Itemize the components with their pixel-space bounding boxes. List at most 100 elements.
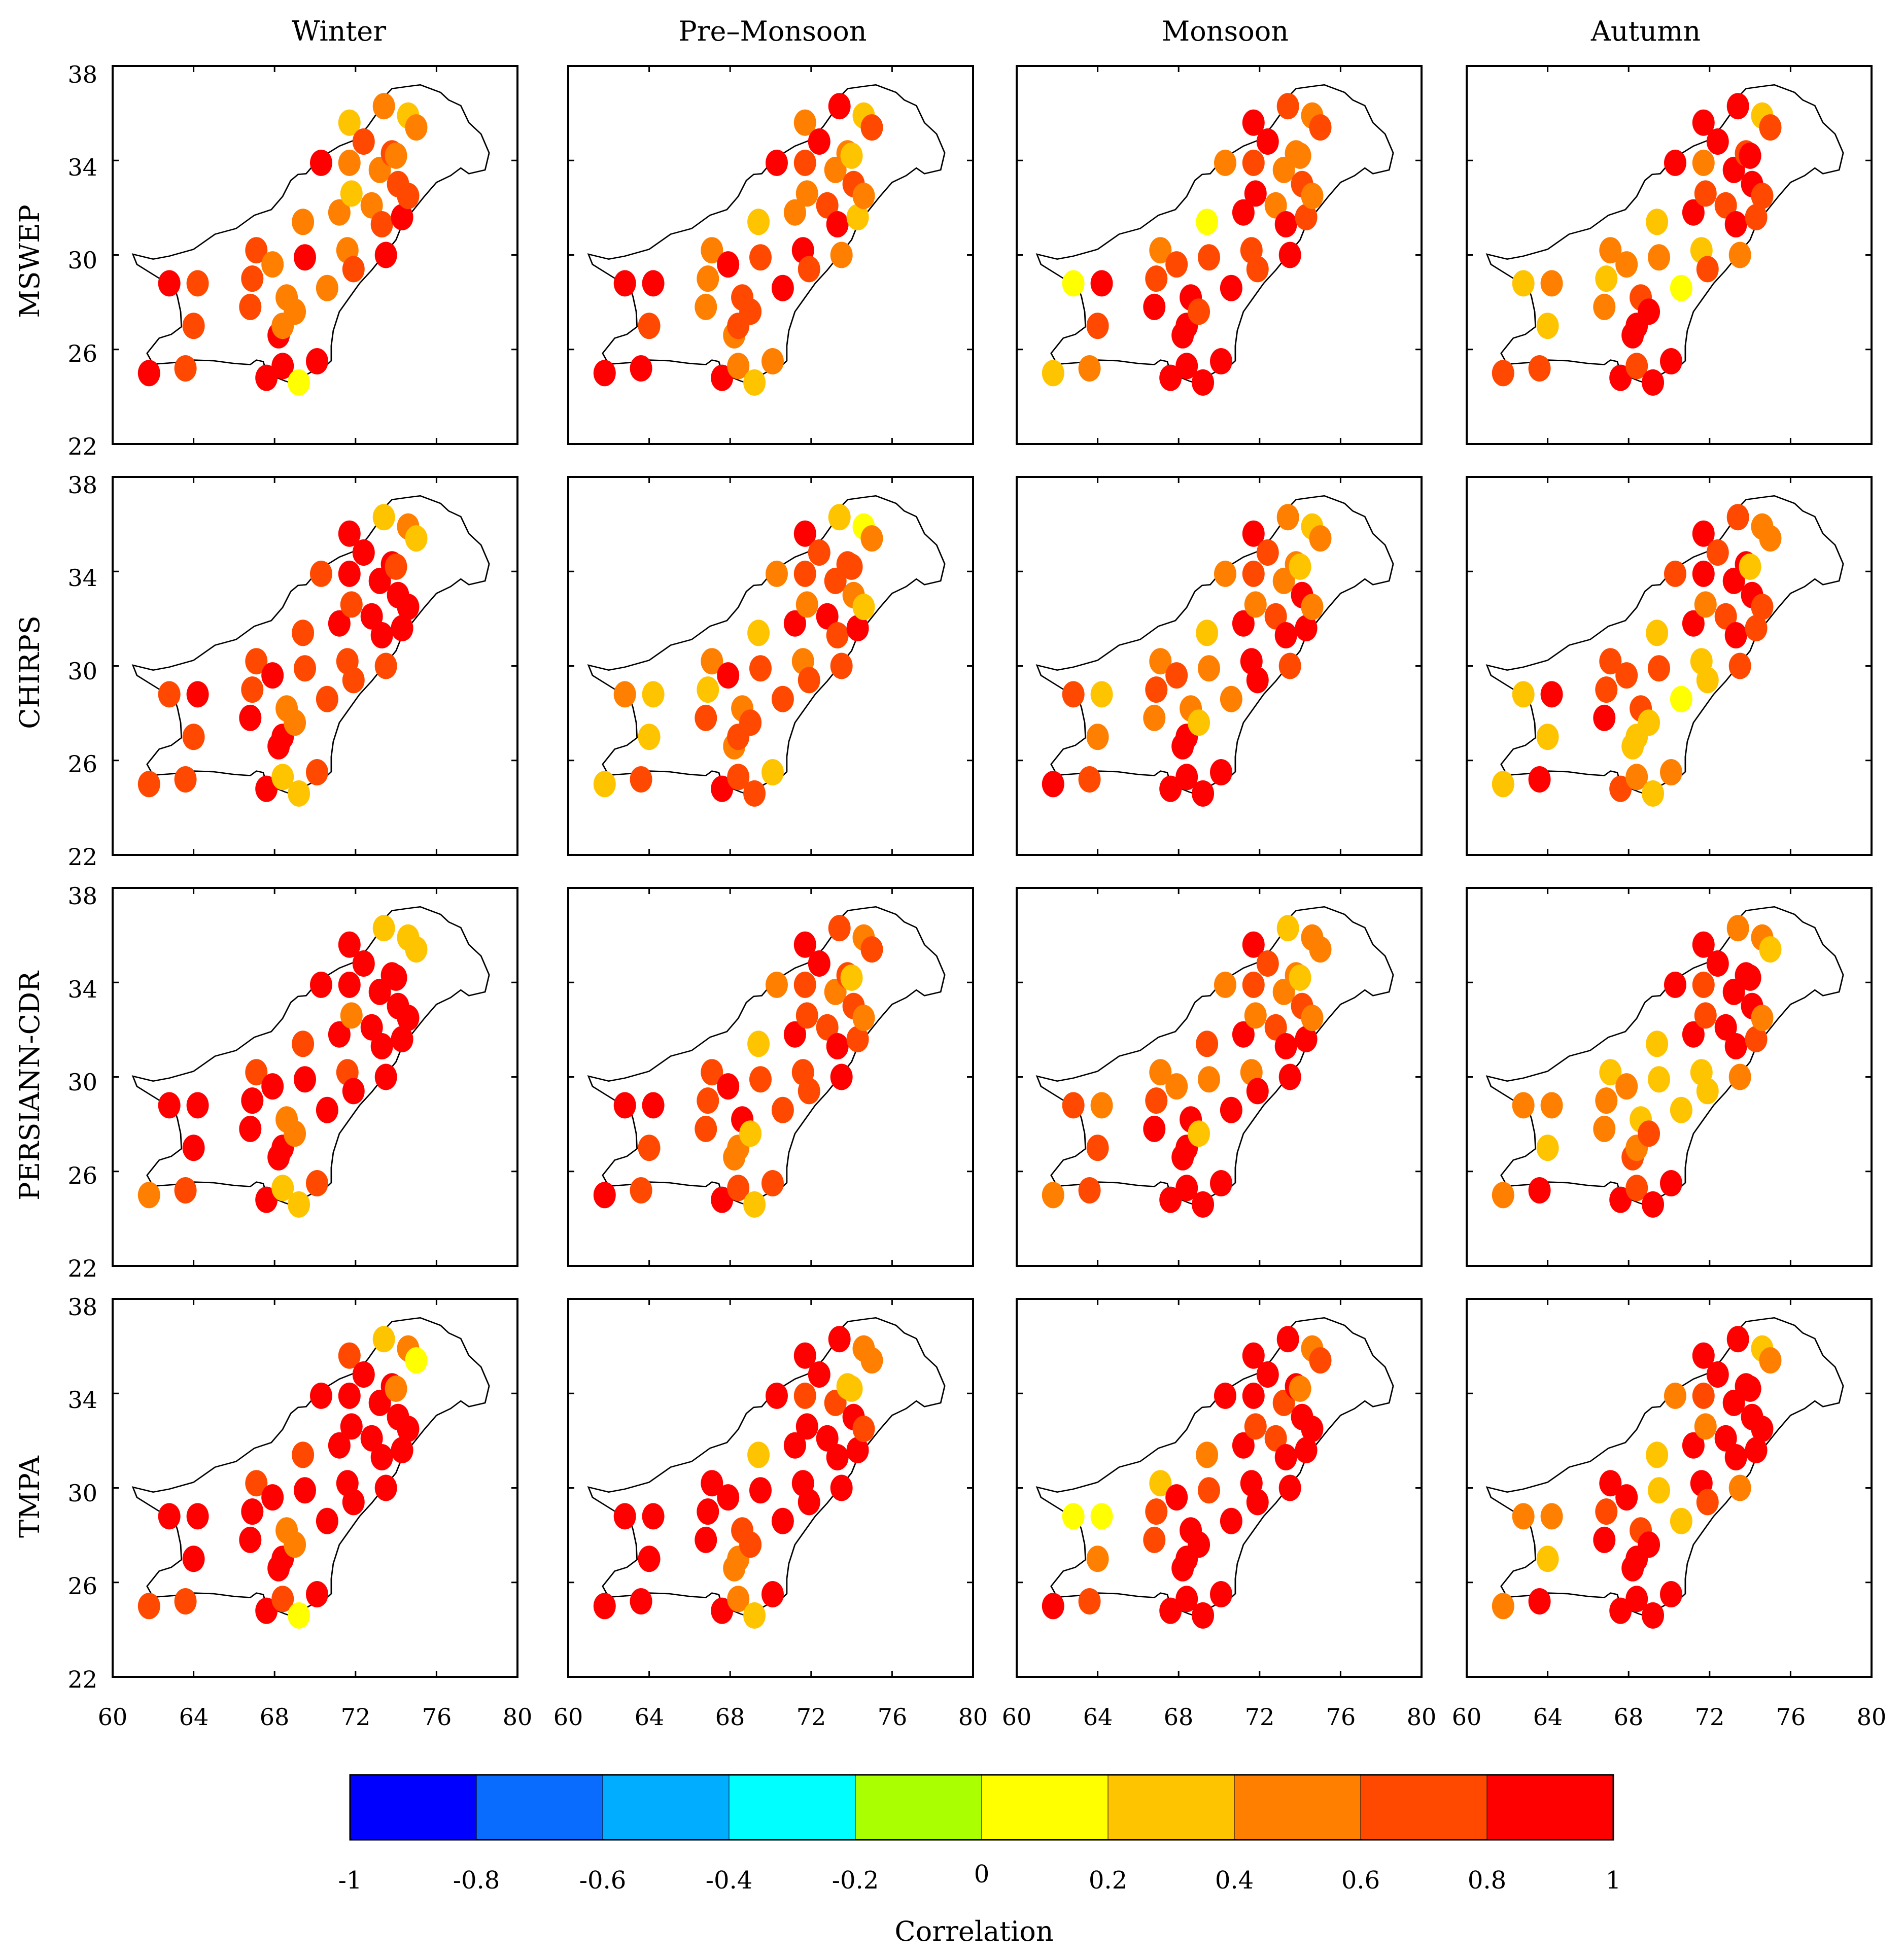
y-tick-label: 30 xyxy=(67,658,97,685)
station-marker xyxy=(1759,936,1782,963)
map-panel-tmpa-winter xyxy=(112,1298,518,1678)
country-outline xyxy=(1036,1318,1394,1617)
station-marker xyxy=(1220,274,1242,301)
station-marker xyxy=(747,620,770,646)
station-marker xyxy=(1615,662,1638,689)
station-marker xyxy=(1278,1474,1301,1501)
station-marker xyxy=(761,1581,784,1607)
station-marker xyxy=(816,1014,839,1041)
colorbar-tick-label: -0.8 xyxy=(453,1866,500,1895)
station-marker xyxy=(186,1503,209,1530)
station-marker xyxy=(1078,1177,1101,1204)
station-marker xyxy=(638,313,661,339)
station-marker xyxy=(158,1503,181,1530)
station-marker xyxy=(783,1021,806,1048)
station-marker xyxy=(1692,931,1715,958)
station-marker xyxy=(1145,676,1168,703)
station-marker xyxy=(405,936,428,963)
station-marker xyxy=(1242,520,1265,547)
station-marker xyxy=(182,724,205,750)
station-marker xyxy=(372,504,395,531)
station-marker xyxy=(1062,1092,1085,1119)
x-tick-label: 72 xyxy=(1245,1703,1275,1731)
station-marker xyxy=(771,274,794,301)
station-marker xyxy=(245,1059,268,1086)
station-marker xyxy=(711,364,734,391)
station-marker xyxy=(1175,353,1198,380)
station-marker xyxy=(284,1531,306,1558)
station-marker xyxy=(743,1602,766,1629)
x-tick-label: 68 xyxy=(260,1703,290,1731)
station-marker xyxy=(783,199,806,226)
station-marker xyxy=(239,293,262,320)
y-tick-label: 38 xyxy=(67,471,97,499)
station-marker xyxy=(1696,256,1719,283)
station-marker xyxy=(828,504,851,531)
station-marker xyxy=(1642,780,1665,807)
station-marker xyxy=(771,1096,794,1123)
station-marker xyxy=(701,237,723,264)
station-marker xyxy=(1706,950,1729,977)
station-marker xyxy=(1278,1063,1301,1090)
station-marker xyxy=(1165,1484,1188,1511)
station-marker xyxy=(630,355,652,382)
station-marker xyxy=(328,610,351,637)
y-tick-labels: 38 34 30 26 22 38 34 30 26 22 38 34 30 2… xyxy=(67,61,97,1693)
station-marker xyxy=(1175,1586,1198,1612)
station-marker xyxy=(828,915,851,942)
station-marker xyxy=(1642,1191,1665,1218)
y-tick-label: 26 xyxy=(67,1162,97,1189)
country-outline xyxy=(1036,907,1394,1206)
station-marker xyxy=(593,771,616,798)
colorbar-frame xyxy=(349,1774,1614,1841)
station-marker xyxy=(1540,1092,1563,1119)
station-marker xyxy=(1198,1066,1220,1093)
station-marker xyxy=(370,622,393,648)
station-marker xyxy=(1246,1078,1269,1105)
country-outline xyxy=(1036,496,1394,795)
x-tick-label: 72 xyxy=(797,1703,826,1731)
station-marker xyxy=(798,1489,820,1516)
x-tick-label: 60 xyxy=(553,1703,583,1731)
station-marker xyxy=(1192,1602,1215,1629)
station-marker xyxy=(316,685,338,712)
station-marker xyxy=(846,615,869,641)
station-marker xyxy=(1159,775,1182,802)
station-marker xyxy=(717,1484,740,1511)
station-marker xyxy=(245,648,268,675)
map-panel-mswep-autumn xyxy=(1466,65,1873,445)
station-marker xyxy=(391,615,413,641)
station-marker xyxy=(261,1484,284,1511)
station-marker xyxy=(711,1597,734,1624)
station-marker xyxy=(174,1588,197,1615)
station-marker xyxy=(1692,1342,1715,1369)
station-marker xyxy=(405,1347,428,1374)
station-marker xyxy=(1210,1170,1232,1196)
station-marker xyxy=(1648,1477,1670,1504)
station-marker xyxy=(1264,1425,1287,1452)
station-marker xyxy=(1062,681,1085,708)
station-marker xyxy=(613,270,636,297)
station-marker xyxy=(739,298,762,325)
station-marker xyxy=(1256,1361,1279,1388)
colorbar-tick-label: 0.6 xyxy=(1341,1866,1380,1895)
station-marker xyxy=(328,1432,351,1459)
season-title-winter: Winter xyxy=(292,15,386,47)
station-marker xyxy=(727,1586,750,1612)
station-marker xyxy=(397,594,420,621)
station-marker xyxy=(186,270,209,297)
station-marker xyxy=(1196,209,1219,235)
station-marker xyxy=(642,681,665,708)
station-marker xyxy=(717,662,740,689)
station-marker xyxy=(1728,1063,1751,1090)
station-marker xyxy=(271,353,294,380)
station-marker xyxy=(1692,520,1715,547)
colorbar-segment xyxy=(729,1774,856,1840)
station-marker xyxy=(1062,1503,1085,1530)
station-marker xyxy=(1301,594,1324,621)
station-marker xyxy=(310,971,332,998)
station-marker xyxy=(1198,1477,1220,1504)
station-marker xyxy=(158,681,181,708)
station-marker xyxy=(826,211,849,237)
station-marker xyxy=(1192,1191,1215,1218)
